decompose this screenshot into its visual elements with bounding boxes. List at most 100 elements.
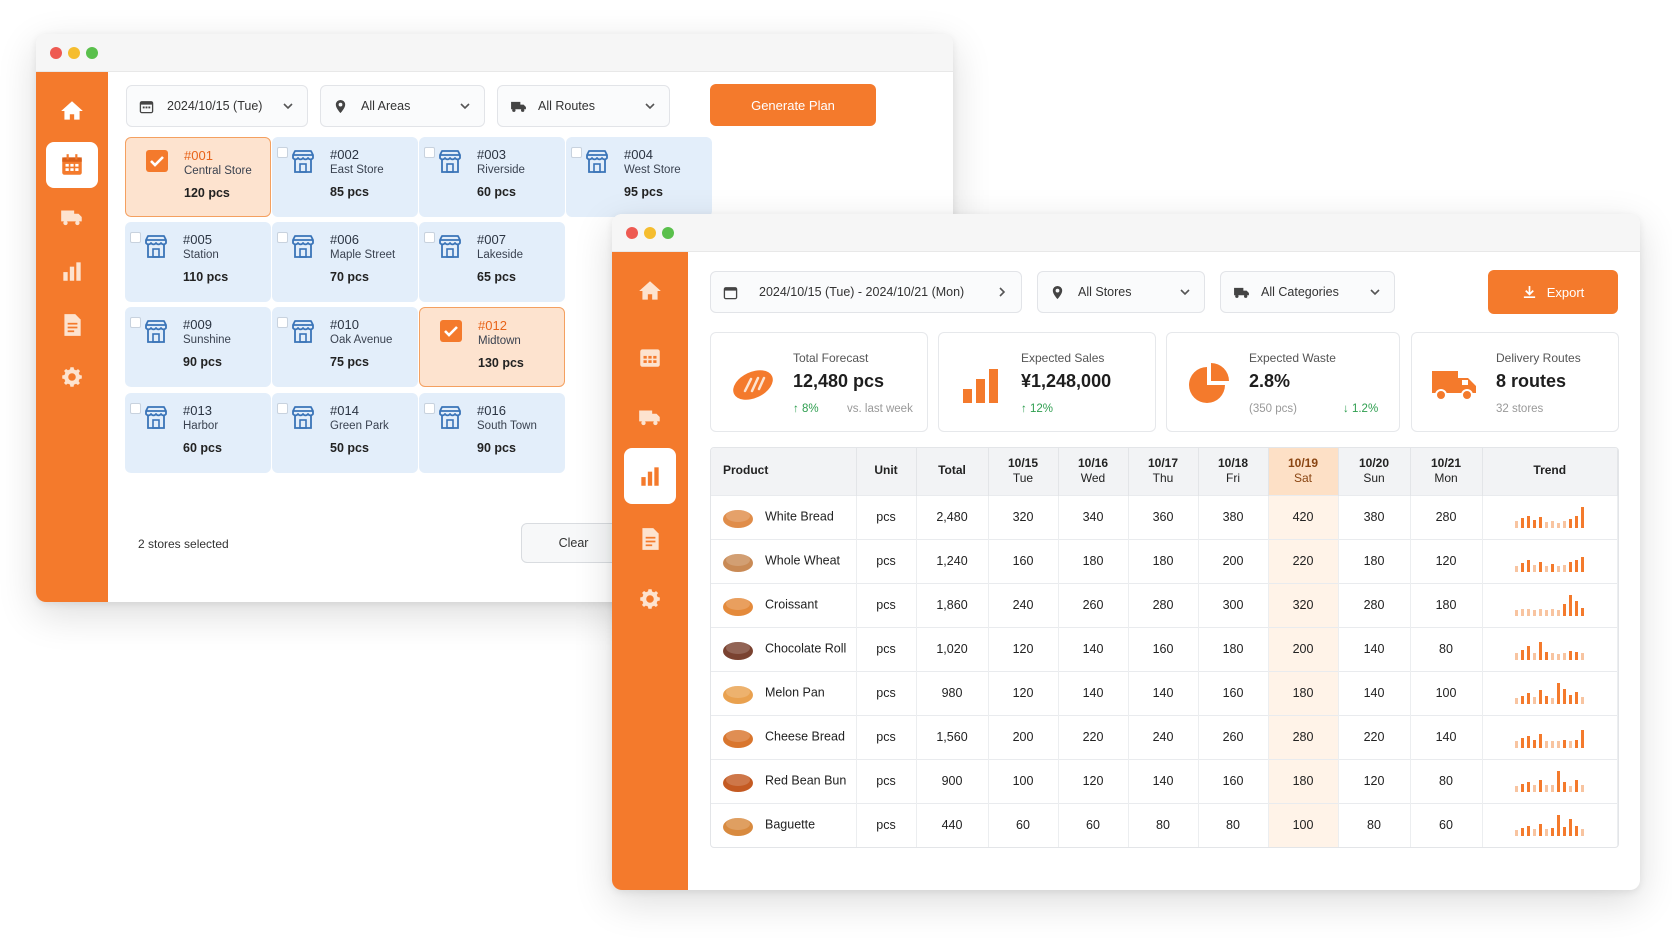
forecast-titlebar [612, 214, 1640, 252]
store-card[interactable]: #014 Green Park 50 pcs [272, 393, 418, 473]
sidebar-item-calendar[interactable] [46, 142, 98, 188]
sidebar-item-documents[interactable] [46, 302, 98, 348]
table-row[interactable]: Red Bean Bun pcs 900 100 120 140 160 180 120 80 [711, 758, 1618, 803]
trend-bar [1515, 786, 1519, 792]
day-value-cell: 160 [1128, 626, 1199, 671]
date-range-picker[interactable]: 2024/10/15 (Tue) - 2024/10/21 (Mon) [710, 271, 1022, 313]
bar-chart-icon [963, 369, 998, 403]
col-day-date: 10/15 [1007, 455, 1039, 470]
minimize-window-button[interactable] [68, 47, 80, 59]
minimize-window-button[interactable] [644, 227, 656, 239]
trend-bar [1551, 785, 1555, 792]
category-dropdown[interactable]: All Categories [1220, 271, 1395, 313]
trend-bar [1521, 518, 1525, 528]
calendar-small-icon [723, 283, 741, 301]
store-card[interactable]: #002 East Store 85 pcs [272, 137, 418, 217]
trend-cell [1482, 714, 1618, 759]
store-checkbox[interactable] [424, 147, 435, 158]
trend-bar [1527, 736, 1531, 748]
close-window-button[interactable] [50, 47, 62, 59]
store-checkbox[interactable] [277, 147, 288, 158]
col-day[interactable]: 10/18 Fri [1198, 448, 1269, 495]
store-checkbox[interactable] [424, 232, 435, 243]
sidebar-item-documents[interactable] [624, 516, 676, 562]
store-name: Station [183, 249, 219, 261]
clear-button[interactable]: Clear [521, 523, 626, 563]
table-row[interactable]: Croissant pcs 1,860 240 260 280 300 320 280 180 [711, 582, 1618, 627]
col-trend[interactable]: Trend [1482, 448, 1618, 495]
store-card[interactable]: #012 Midtown 130 pcs [419, 307, 565, 387]
product-cell: Baguette [711, 802, 857, 847]
sidebar-item-reports[interactable] [46, 248, 98, 294]
store-dropdown[interactable]: All Stores [1037, 271, 1205, 313]
col-day[interactable]: 10/21 Mon [1410, 448, 1483, 495]
day-value-cell: 200 [1198, 538, 1269, 583]
trend-bar [1581, 608, 1585, 616]
trend-bar [1545, 566, 1549, 572]
store-card[interactable]: #005 Station 110 pcs [125, 222, 271, 302]
col-day[interactable]: 10/15 Tue [988, 448, 1059, 495]
area-dropdown[interactable]: All Areas [320, 85, 485, 127]
trend-bar [1515, 653, 1519, 660]
trend-bar [1539, 780, 1543, 792]
col-day[interactable]: 10/17 Thu [1128, 448, 1199, 495]
store-card[interactable]: #009 Sunshine 90 pcs [125, 307, 271, 387]
sidebar-item-settings[interactable] [46, 354, 98, 400]
store-checkbox[interactable] [571, 147, 582, 158]
trend-bar [1539, 517, 1543, 528]
store-checkbox[interactable] [130, 232, 141, 243]
generate-plan-button[interactable]: Generate Plan [710, 84, 876, 126]
table-row[interactable]: Baguette pcs 440 60 60 80 80 100 80 60 [711, 802, 1618, 847]
store-card[interactable]: #010 Oak Avenue 75 pcs [272, 307, 418, 387]
store-name: Harbor [183, 420, 219, 432]
store-checkbox[interactable] [277, 403, 288, 414]
col-day-date: 10/17 [1147, 455, 1179, 470]
sidebar-item-reports[interactable] [624, 448, 676, 504]
sidebar-item-home[interactable] [624, 268, 676, 314]
store-checkbox[interactable] [277, 317, 288, 328]
close-window-button[interactable] [626, 227, 638, 239]
table-row[interactable]: Cheese Bread pcs 1,560 200 220 240 260 280 220 14… [711, 714, 1618, 759]
store-checkbox[interactable] [277, 232, 288, 243]
day-value-cell: 60 [988, 802, 1059, 847]
col-product[interactable]: Product [711, 448, 857, 495]
store-checkbox[interactable] [130, 403, 141, 414]
store-card[interactable]: #013 Harbor 60 pcs [125, 393, 271, 473]
sidebar-item-delivery[interactable] [46, 194, 98, 240]
col-day[interactable]: 10/16 Wed [1058, 448, 1129, 495]
col-day[interactable]: 10/20 Sun [1338, 448, 1411, 495]
trend-bar [1539, 562, 1543, 572]
route-dropdown[interactable]: All Routes [497, 85, 670, 127]
date-dropdown[interactable]: 2024/10/15 (Tue) [126, 85, 308, 127]
store-card[interactable]: #003 Riverside 60 pcs [419, 137, 565, 217]
sidebar-item-delivery[interactable] [624, 394, 676, 440]
store-checkbox[interactable] [130, 317, 141, 328]
trend-bar [1533, 520, 1537, 528]
store-card[interactable]: #004 West Store 95 pcs [566, 137, 712, 217]
store-card[interactable]: #001 Central Store 120 pcs [125, 137, 271, 217]
col-unit[interactable]: Unit [856, 448, 917, 495]
store-card[interactable]: #016 South Town 90 pcs [419, 393, 565, 473]
store-card[interactable]: #006 Maple Street 70 pcs [272, 222, 418, 302]
maximize-window-button[interactable] [662, 227, 674, 239]
store-card[interactable]: #007 Lakeside 65 pcs [419, 222, 565, 302]
sidebar-item-home[interactable] [46, 88, 98, 134]
table-row[interactable]: Whole Wheat pcs 1,240 160 180 180 200 220 180 120 [711, 538, 1618, 583]
table-row[interactable]: White Bread pcs 2,480 320 340 360 380 420 380 280 [711, 494, 1618, 539]
total-cell: 440 [916, 802, 989, 847]
table-row[interactable]: Chocolate Roll pcs 1,020 120 140 160 180 200 140… [711, 626, 1618, 671]
col-day[interactable]: 10/19 Sat [1268, 448, 1339, 495]
trend-bar [1557, 523, 1561, 528]
sidebar-item-settings[interactable] [624, 576, 676, 622]
maximize-window-button[interactable] [86, 47, 98, 59]
trend-bar [1575, 601, 1579, 616]
store-quantity: 50 pcs [330, 441, 369, 455]
checkbox-checked-icon[interactable] [440, 320, 462, 342]
table-row[interactable]: Melon Pan pcs 980 120 140 140 160 180 140 100 [711, 670, 1618, 715]
checkbox-checked-icon[interactable] [146, 150, 168, 172]
col-total[interactable]: Total [916, 448, 989, 495]
export-button[interactable]: Export [1488, 270, 1618, 314]
store-name: Lakeside [477, 249, 524, 261]
store-checkbox[interactable] [424, 403, 435, 414]
sidebar-item-calendar[interactable] [624, 334, 676, 380]
